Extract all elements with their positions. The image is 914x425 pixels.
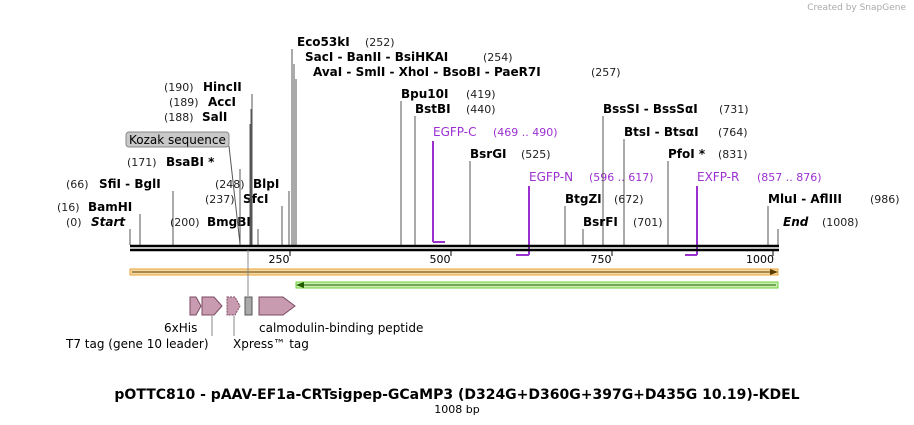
enzyme-site: (248): [215, 178, 245, 191]
enzyme-site: (1008): [822, 216, 859, 229]
enzyme-site: (440): [466, 103, 496, 116]
credit: Created by SnapGene: [807, 3, 906, 13]
ruler-label: 250: [269, 253, 290, 266]
enzyme-label: End: [783, 215, 809, 229]
enzyme-label: BtgZI: [565, 192, 602, 206]
feature-arrowhead: [770, 269, 778, 275]
enzyme-site: (200): [170, 216, 200, 229]
enzyme-label: AvaI - SmlI - XhoI - BsoBI - PaeR7I: [313, 65, 541, 79]
enzyme-site: (731): [719, 103, 749, 116]
enzyme-label: PfoI *: [668, 147, 706, 161]
enzyme-site: (237): [205, 193, 235, 206]
enzyme-site: (190): [164, 81, 194, 94]
feature-label: T7 tag (gene 10 leader): [65, 337, 209, 351]
enzyme-label: BssSI - BssSαI: [603, 102, 698, 116]
enzyme-site: (16): [57, 201, 80, 214]
enzyme-label: Bpu10I: [401, 87, 448, 101]
kozak-box: [125, 131, 230, 148]
enzyme-label: BamHI: [88, 200, 132, 214]
feature-label: Kozak sequence: [129, 133, 226, 147]
subtitle: 1008 bp: [434, 403, 479, 416]
enzyme-label: AccI: [208, 95, 236, 109]
feature-shape: [189, 296, 202, 316]
enzyme-site: (986): [870, 193, 900, 206]
ruler-label: 750: [591, 253, 612, 266]
feature-connector: [228, 145, 241, 245]
feature-label: calmodulin-binding peptide: [259, 321, 423, 335]
ruler-label: 500: [430, 253, 451, 266]
enzyme-label: SfcI: [243, 192, 268, 206]
enzyme-site: (252): [365, 36, 395, 49]
enzyme-label: BsrGI: [470, 147, 507, 161]
enzyme-site: (831): [718, 148, 748, 161]
enzyme-label: BsrFI: [583, 215, 618, 229]
enzyme-label: SacI - BanII - BsiHKAI: [305, 50, 448, 64]
title: pOTTC810 - pAAV-EF1a-CRTsigpep-GCaMP3 (D…: [114, 387, 799, 403]
enzyme-label: BmgBI: [207, 215, 251, 229]
enzyme-site: (254): [483, 51, 513, 64]
ruler-label: 1000: [746, 253, 774, 266]
enzyme-label: Start: [91, 215, 126, 229]
feature-shape: [244, 296, 253, 316]
primer-label: EXFP-R: [697, 170, 739, 184]
enzyme-label: HincII: [203, 80, 242, 94]
primer: [432, 141, 445, 243]
feature-arrowhead: [296, 282, 304, 288]
enzyme-site: (189): [169, 96, 199, 109]
feature-label: 6xHis: [164, 321, 197, 335]
enzyme-site: (672): [614, 193, 644, 206]
enzyme-label: SfiI - BglI: [99, 177, 161, 191]
feature-shape: [226, 296, 241, 316]
feature-label: Xpress™ tag: [233, 337, 309, 351]
primer: [516, 186, 530, 256]
enzyme-site: (701): [633, 216, 663, 229]
primer-site: (469 .. 490): [493, 126, 558, 139]
enzyme-site: (525): [521, 148, 551, 161]
enzyme-label: BlpI: [253, 177, 279, 191]
feature-shape: [258, 296, 296, 316]
enzyme-site: (764): [718, 126, 748, 139]
primer-site: (857 .. 876): [757, 171, 822, 184]
primer: [685, 186, 698, 256]
enzyme-site: (0): [66, 216, 82, 229]
feature-shape: [201, 296, 223, 316]
enzyme-label: Eco53kI: [297, 35, 350, 49]
primer-label: EGFP-N: [529, 170, 573, 184]
enzyme-label: BtsI - BtsαI: [624, 125, 699, 139]
enzyme-label: BstBI: [415, 102, 451, 116]
primer-site: (596 .. 617): [589, 171, 654, 184]
enzyme-site: (419): [466, 88, 496, 101]
enzyme-site: (66): [66, 178, 89, 191]
primer-label: EGFP-C: [433, 125, 476, 139]
enzyme-label: MluI - AflIII: [768, 192, 842, 206]
enzyme-site: (257): [591, 66, 621, 79]
enzyme-label: SalI: [202, 110, 227, 124]
enzyme-site: (171): [127, 156, 157, 169]
enzyme-label: BsaBI *: [166, 155, 215, 169]
enzyme-site: (188): [164, 111, 194, 124]
